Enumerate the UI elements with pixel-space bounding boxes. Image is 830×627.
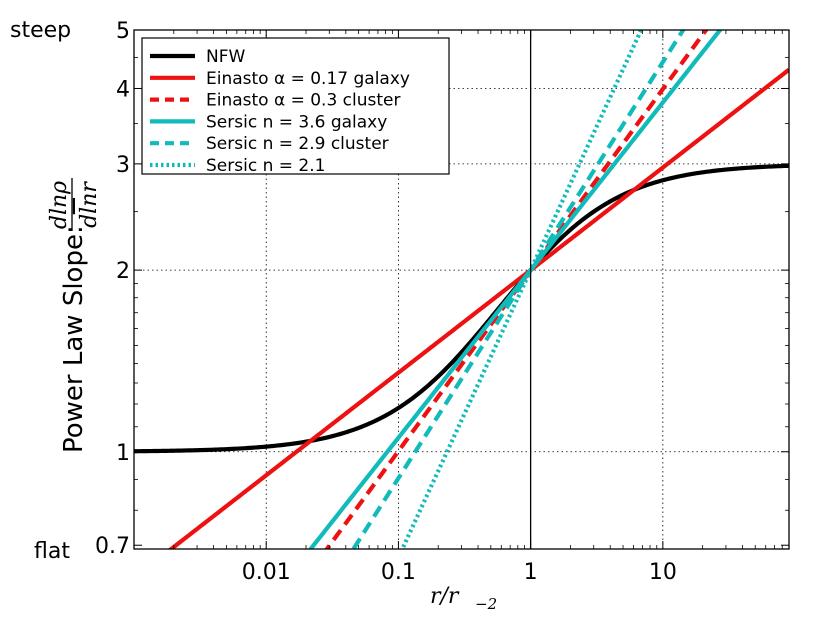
series-line-6 [399, 30, 644, 549]
y-tick-label: 1 [116, 441, 130, 466]
axis-ticks: 0.01 0.1 1 10 0.7 1 2 3 4 5 [95, 19, 790, 585]
y-side-label-top: steep [10, 18, 71, 43]
x-tick-label: 0.1 [381, 560, 416, 585]
legend-label-6: Sersic n = 2.1 [206, 156, 325, 176]
series-layer [134, 30, 789, 549]
legend-label-2: Einasto α = 0.17 galaxy [206, 69, 410, 89]
y-axis-label: Power Law Slope: − dlnρ dlnr [47, 178, 102, 453]
series-line-3 [324, 30, 709, 549]
series-line-4 [307, 30, 723, 549]
legend-label-4: Sersic n = 3.6 galaxy [206, 112, 387, 132]
y-tick-label: 2 [116, 259, 130, 284]
y-tick-label: 4 [116, 77, 130, 102]
x-tick-label: 1 [524, 560, 538, 585]
legend-label-5: Sersic n = 2.9 cluster [206, 134, 389, 154]
series-line-2 [167, 67, 789, 549]
y-tick-label: 3 [116, 153, 130, 178]
svg-text:Power Law Slope: −: Power Law Slope: − [59, 195, 89, 453]
y-label-frac-numerator: dlnρ [47, 181, 72, 229]
y-label-frac-denominator: dlnr [77, 181, 102, 228]
x-axis-label: r/r −2 [430, 584, 497, 613]
y-side-label-bottom: flat [34, 539, 70, 564]
svg-text:r/r: r/r [430, 584, 460, 609]
legend-label-3: Einasto α = 0.3 cluster [206, 91, 401, 111]
series-line-1 [134, 163, 789, 454]
y-tick-label: 0.7 [95, 534, 130, 559]
legend-label-1: NFW [206, 47, 245, 67]
svg-text:−2: −2 [475, 595, 497, 613]
x-tick-label: 10 [649, 560, 677, 585]
series-line-5 [350, 30, 686, 549]
y-tick-label: 5 [116, 19, 130, 44]
plot-area [134, 30, 789, 549]
x-tick-label: 0.01 [242, 560, 291, 585]
